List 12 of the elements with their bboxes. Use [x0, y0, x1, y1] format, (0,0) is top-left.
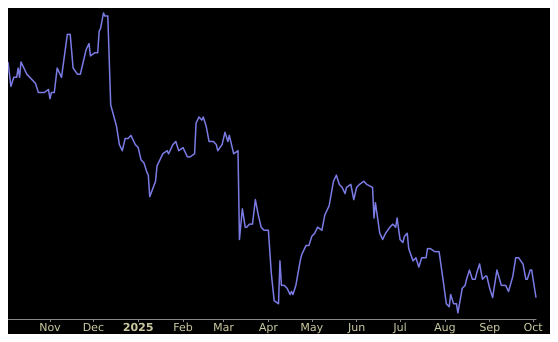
x-tick-label: Mar — [213, 321, 234, 334]
x-tick-label: Sep — [479, 321, 500, 334]
x-tick-label: Nov — [39, 321, 62, 334]
x-tick-label: Apr — [258, 321, 278, 334]
x-tick-label: May — [300, 321, 324, 334]
x-tick-label: Oct — [524, 321, 544, 334]
x-tick-label: Jul — [392, 321, 407, 334]
x-tick-label: Jun — [347, 321, 366, 334]
x-tick-label: Dec — [82, 321, 104, 334]
x-tick-label: Aug — [434, 321, 456, 334]
x-tick-label: Feb — [173, 321, 193, 334]
x-tick-label: 2025 — [122, 321, 154, 334]
